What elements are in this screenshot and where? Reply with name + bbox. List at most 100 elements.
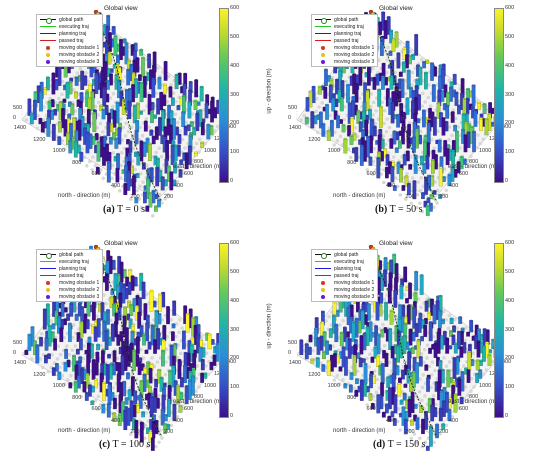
legend-item: planning traj — [315, 30, 374, 37]
x-tick-label: 800 — [72, 394, 82, 401]
panel-caption: (a) T = 0 s — [103, 204, 145, 215]
panel-caption: (b) T = 50 s — [375, 204, 423, 215]
legend-label: moving obstacle 2 — [334, 51, 375, 58]
legend-symbol — [40, 272, 56, 279]
x-tick-label: 1000 — [327, 148, 340, 155]
legend-label: executing traj — [59, 258, 89, 265]
panel-d: Global view global path executing traj plan… — [267, 235, 550, 470]
legend-item: planning traj — [40, 265, 99, 272]
y-tick-label: 400 — [449, 417, 459, 424]
y-tick-label: 800 — [194, 159, 204, 166]
y-tick-label: 1400 — [224, 124, 237, 131]
legend-label: moving obstacle 2 — [59, 286, 100, 293]
colorbar — [494, 243, 504, 418]
colorbar-tick-label: 500 — [505, 33, 515, 40]
legend-item: moving obstacle 1 — [40, 44, 99, 51]
colorbar-tick-label: 300 — [230, 326, 240, 333]
z-tick-label: 500 — [13, 105, 23, 111]
x-tick-label: 1200 — [308, 136, 321, 143]
y-tick-label: 800 — [469, 394, 479, 401]
x-tick-label: 200 — [130, 194, 140, 200]
panel-letter: (b) — [375, 204, 388, 215]
legend: global path executing traj planning traj pa… — [311, 14, 379, 67]
y-tick-label: 1000 — [479, 147, 492, 154]
legend-symbol — [315, 279, 331, 286]
x-tick-label: 600 — [366, 406, 376, 413]
legend-item: moving obstacle 3 — [315, 58, 374, 65]
x-tick-label: 200 — [405, 429, 415, 435]
z-tick-label: 0 — [288, 350, 292, 356]
colorbar-tick-label: 100 — [230, 149, 240, 156]
y-tick-label: 1400 — [499, 359, 512, 366]
legend-label: moving obstacle 2 — [334, 286, 375, 293]
legend-item: executing traj — [40, 258, 99, 265]
global-path — [370, 252, 436, 436]
y-tick-label: 1000 — [204, 147, 217, 154]
x-tick-label: 200 — [130, 429, 140, 435]
legend-label: executing traj — [334, 23, 364, 30]
legend-label: executing traj — [334, 258, 364, 265]
panel-letter: (d) — [373, 439, 386, 450]
colorbar-tick-label: 100 — [230, 384, 240, 391]
global-path — [95, 17, 161, 201]
panel-a: Global view global path executing traj plan… — [0, 0, 275, 235]
legend-label: planning traj — [59, 265, 87, 272]
legend-symbol — [315, 16, 331, 24]
legend-symbol — [315, 251, 331, 259]
x-tick-label: 600 — [91, 406, 101, 413]
colorbar — [219, 8, 229, 183]
colorbar-tick-label: 0 — [230, 178, 234, 184]
legend-symbol — [315, 23, 331, 30]
legend-label: planning traj — [334, 265, 362, 272]
colorbar-tick-label: 200 — [505, 355, 515, 362]
plot-title: Global view — [104, 5, 138, 12]
legend-symbol — [315, 37, 331, 44]
legend-symbol — [40, 37, 56, 44]
legend-item: moving obstacle 3 — [40, 293, 99, 300]
x-tick-label: 600 — [366, 171, 376, 178]
legend-item: moving obstacle 2 — [40, 286, 99, 293]
legend-item: moving obstacle 3 — [315, 293, 374, 300]
legend-symbol — [40, 265, 56, 272]
y-tick-label: 400 — [174, 182, 184, 189]
x-axis-label: north - direction (m) — [333, 193, 386, 199]
legend-symbol — [40, 293, 56, 300]
x-tick-label: 1000 — [327, 383, 340, 390]
legend-symbol — [40, 16, 56, 24]
colorbar-tick-label: 300 — [505, 326, 515, 333]
panel-time: T = 50 s — [389, 204, 423, 215]
colorbar — [494, 8, 504, 183]
x-axis-label: north - direction (m) — [58, 193, 111, 199]
x-tick-label: 1000 — [52, 383, 65, 390]
x-tick-label: 1200 — [308, 371, 321, 378]
y-tick-label: 200 — [439, 194, 449, 201]
legend-item: global path — [315, 251, 374, 259]
x-axis-label: north - direction (m) — [333, 428, 386, 434]
legend-label: global path — [59, 16, 84, 23]
legend-item: moving obstacle 1 — [315, 279, 374, 286]
legend-label: global path — [334, 251, 359, 258]
plot-title: Global view — [104, 240, 138, 247]
legend-label: passed traj — [334, 37, 359, 44]
x-tick-label: 1200 — [33, 371, 46, 378]
global-path — [95, 252, 161, 436]
legend-item: global path — [315, 16, 374, 24]
x-tick-label: 400 — [385, 417, 396, 424]
legend-symbol — [40, 30, 56, 37]
x-tick-label: 800 — [347, 159, 357, 166]
legend-item: executing traj — [315, 258, 374, 265]
y-tick-label: 600 — [459, 171, 469, 178]
legend-label: moving obstacle 3 — [59, 293, 100, 300]
y-tick-label: 200 — [439, 429, 449, 436]
z-tick-label: 0 — [13, 115, 17, 121]
obstacle-columns — [24, 12, 226, 218]
legend-item: moving obstacle 1 — [315, 44, 374, 51]
legend-symbol — [315, 272, 331, 279]
legend-label: moving obstacle 1 — [59, 44, 100, 51]
legend-item: passed traj — [40, 272, 99, 279]
legend-item: planning traj — [315, 265, 374, 272]
colorbar-tick-label: 600 — [505, 240, 515, 246]
legend-label: moving obstacle 3 — [334, 58, 375, 65]
legend-symbol — [315, 58, 331, 65]
x-tick-label: 1400 — [13, 125, 27, 132]
